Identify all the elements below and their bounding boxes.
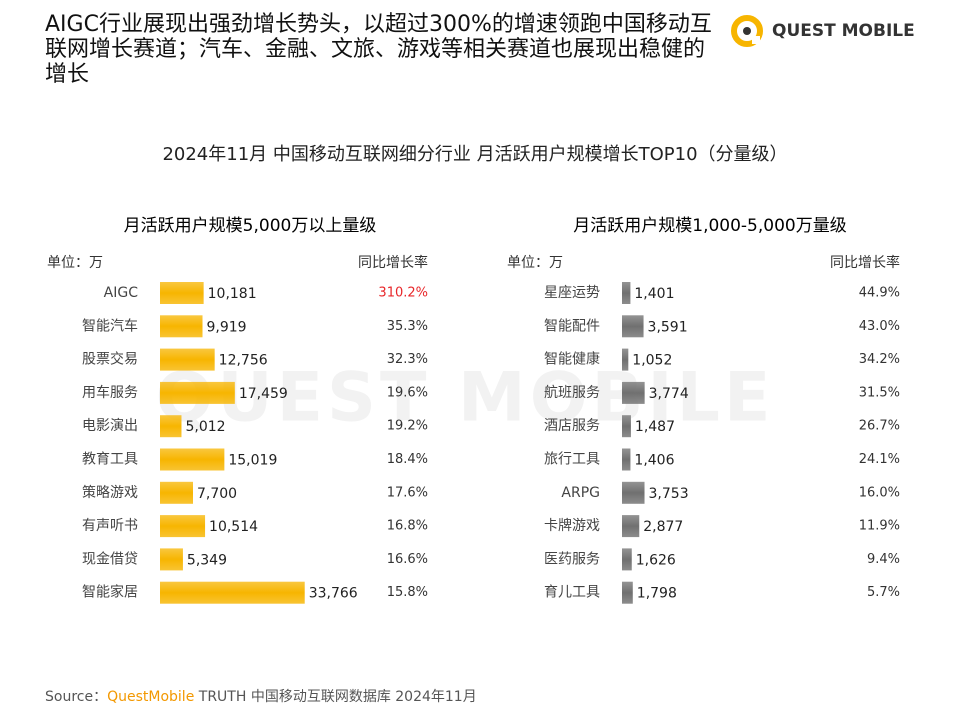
category-label: 酒店服务 [544, 418, 600, 434]
source-label: Source： [45, 689, 108, 705]
growth-rate: 16.6% [387, 552, 428, 567]
bar [160, 381, 235, 404]
value-label: 5,012 [185, 419, 225, 435]
bar [160, 515, 206, 538]
value-label: 12,756 [219, 353, 268, 369]
category-label: 智能配件 [544, 318, 600, 334]
bar [622, 415, 631, 438]
value-label: 1,798 [637, 586, 677, 602]
category-label: 有声听书 [82, 518, 138, 534]
logo-icon [731, 15, 763, 47]
value-label: 9,919 [207, 319, 247, 335]
growth-rate: 43.0% [859, 319, 900, 334]
value-label: 1,487 [635, 419, 675, 435]
bar [160, 348, 215, 371]
growth-rate: 24.1% [859, 452, 900, 467]
value-label: 5,349 [187, 552, 227, 568]
bar [622, 548, 632, 571]
growth-rate: 16.0% [859, 485, 900, 500]
value-label: 15,019 [228, 453, 277, 469]
growth-rate: 19.2% [387, 419, 428, 434]
category-label: 医药服务 [544, 551, 600, 567]
category-label: 智能家居 [82, 584, 138, 601]
category-label: 教育工具 [82, 452, 138, 468]
unit-label: 单位：万 [47, 255, 103, 271]
bar [622, 448, 631, 471]
chart-subtitle: 月活跃用户规模5,000万以上量级 [124, 216, 377, 236]
bar [622, 481, 645, 504]
category-label: 用车服务 [82, 384, 138, 401]
value-label: 10,181 [208, 286, 257, 302]
category-label: 现金借贷 [82, 551, 138, 567]
logo: QUEST MOBILE [730, 14, 915, 48]
bar [160, 548, 183, 571]
growth-header: 同比增长率 [358, 254, 428, 271]
category-label: AIGC [104, 285, 139, 301]
growth-rate: 16.8% [387, 519, 428, 534]
bar [622, 282, 631, 304]
category-label: 星座运势 [544, 285, 600, 301]
growth-rate: 19.6% [387, 385, 428, 400]
growth-rate: 17.6% [387, 485, 428, 500]
unit-label: 单位：万 [507, 255, 563, 271]
category-label: 智能汽车 [82, 317, 138, 334]
value-label: 10,514 [209, 519, 258, 535]
category-label: 航班服务 [544, 385, 600, 401]
value-label: 1,401 [634, 286, 674, 302]
headline: AIGC行业展现出强劲增长势头，以超过300%的增速领跑中国移动互联网增长赛道；… [45, 12, 712, 87]
category-label: 股票交易 [82, 351, 138, 368]
value-label: 1,626 [636, 552, 676, 568]
bar [160, 581, 305, 604]
category-label: 策略游戏 [82, 484, 138, 501]
growth-rate: 18.4% [387, 452, 428, 467]
source-brand: QuestMobile [107, 689, 195, 705]
growth-rate: 35.3% [387, 319, 428, 334]
category-label: 智能健康 [544, 351, 600, 368]
category-label: 育儿工具 [544, 585, 600, 601]
bar [622, 348, 629, 371]
growth-rate: 5.7% [867, 585, 900, 600]
bar [622, 515, 640, 538]
chart-subtitle: 月活跃用户规模1,000-5,000万量级 [573, 216, 846, 236]
source-text: TRUTH 中国移动互联网数据库 2024年11月 [198, 689, 477, 705]
bar [160, 448, 225, 471]
growth-rate: 11.9% [859, 519, 900, 534]
value-label: 1,052 [632, 353, 672, 369]
growth-rate: 15.8% [387, 585, 428, 600]
growth-header: 同比增长率 [830, 254, 900, 271]
value-label: 7,700 [197, 486, 237, 502]
bar [160, 282, 204, 304]
category-label: 卡牌游戏 [544, 517, 600, 534]
source: Source：QuestMobile TRUTH 中国移动互联网数据库 2024… [45, 686, 477, 706]
growth-rate: 34.2% [859, 352, 900, 367]
growth-rate: 32.3% [387, 352, 428, 367]
value-label: 3,774 [649, 386, 689, 402]
logo-text: QUEST MOBILE [772, 21, 915, 41]
bar [160, 315, 203, 338]
value-label: 17,459 [239, 386, 288, 402]
bar [622, 315, 644, 338]
category-label: ARPG [561, 485, 600, 501]
category-label: 电影演出 [82, 418, 138, 434]
value-label: 2,877 [643, 519, 683, 535]
value-label: 33,766 [309, 586, 358, 602]
bar [622, 381, 645, 404]
bar [160, 415, 182, 438]
growth-rate: 31.5% [859, 385, 900, 400]
value-label: 3,591 [648, 319, 688, 335]
bar [622, 581, 633, 604]
value-label: 3,753 [649, 486, 689, 502]
value-label: 1,406 [634, 453, 674, 469]
category-label: 旅行工具 [544, 452, 600, 468]
watermark: QUEST MOBILE [156, 359, 775, 438]
figure-title: 2024年11月 中国移动互联网细分行业 月活跃用户规模增长TOP10（分量级） [162, 144, 787, 165]
growth-rate: 9.4% [867, 552, 900, 567]
growth-rate: 310.2% [378, 286, 428, 301]
growth-rate: 44.9% [859, 286, 900, 301]
bar [160, 481, 193, 504]
growth-rate: 26.7% [859, 419, 900, 434]
